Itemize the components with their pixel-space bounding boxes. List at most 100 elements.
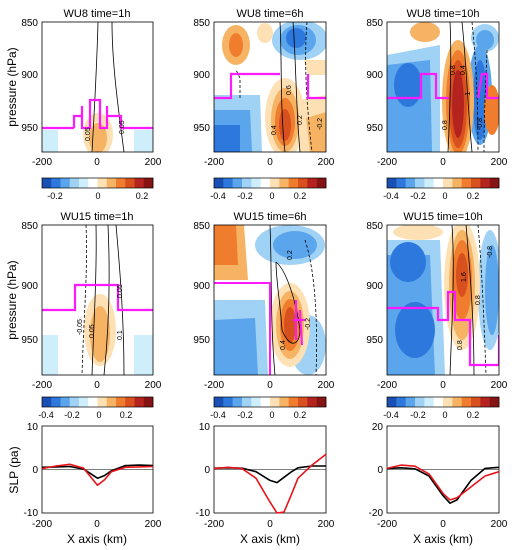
colorbar-swatch [489, 178, 500, 188]
colorbar [213, 396, 327, 408]
contour-label: 0.4 [280, 340, 287, 350]
colorbar [41, 177, 154, 189]
panel-title: WU15 time=10h [403, 211, 482, 223]
y-tick-label: 0 [377, 465, 383, 476]
colorbar-swatch [405, 397, 416, 407]
colorbar-tick: 0 [269, 410, 274, 420]
x-tick-label: -200 [32, 157, 52, 168]
colorbar-tick: 0 [96, 410, 101, 420]
colorbar-tick: -0.4 [383, 191, 399, 201]
colorbar-swatch [298, 178, 308, 188]
x-tick-label: -200 [32, 380, 52, 391]
colorbar-swatch [288, 397, 299, 407]
contour-label: -0.2 [317, 118, 324, 130]
x-tick-label: 0 [94, 157, 100, 168]
colorbar-swatch [134, 397, 145, 407]
colorbar-tick: 0.2 [467, 410, 480, 420]
colorbar-swatch [223, 397, 233, 407]
colorbar-swatch [88, 397, 98, 407]
axes-box [41, 224, 154, 376]
colorbar-swatch [242, 178, 252, 188]
x-tick-label: 0 [267, 157, 273, 168]
colorbar-swatch [443, 178, 453, 188]
x-tick-label: 200 [318, 380, 335, 391]
y-tick-label: 850 [193, 18, 210, 29]
contour-label: 0.6 [286, 85, 293, 95]
y-tick-label: -20 [369, 508, 384, 519]
y-tick-label: 850 [366, 221, 383, 232]
colorbar-swatch [298, 397, 308, 407]
colorbar-swatch [471, 178, 481, 188]
contour-label: 0.2 [297, 115, 304, 125]
panel-slp-1: 10 0 -10 -200 0 200 [24, 422, 162, 530]
colorbar [213, 177, 327, 189]
colorbar-swatch [415, 178, 425, 188]
filled-contours: 0.4 0.2 0.6 -0.2 [214, 22, 326, 152]
x-tick-label: 200 [491, 519, 508, 530]
axes-box [386, 21, 500, 153]
colorbar-swatch [260, 397, 271, 407]
slp-series-line [41, 464, 154, 480]
contour-label: -0.2 [305, 318, 312, 330]
colorbar-tick: 0.2 [294, 410, 307, 420]
contour-label: 1.6 [461, 272, 468, 282]
panel-title: WU8 time=1h [64, 8, 131, 20]
colorbar-tick: -0.2 [237, 191, 253, 201]
contour-label: -0.8 [487, 246, 494, 258]
panel-title: WU8 time=6h [237, 8, 304, 20]
contour-label: 0.2 [287, 250, 294, 260]
colorbar-tick: 0 [442, 410, 447, 420]
y-tick-label: 900 [366, 70, 383, 81]
y-tick-label: 950 [21, 123, 38, 134]
colorbar-frame [386, 177, 500, 189]
filled-contours: 1.6 0.8 -0.8 0.8 [387, 225, 499, 375]
colorbar-swatch [134, 178, 145, 188]
slp-lines [386, 464, 500, 505]
x-tick-label: -200 [204, 519, 224, 530]
colorbar-tick: -0.2 [47, 191, 63, 201]
x-tick-label: 0 [94, 380, 100, 391]
colorbar-swatch [452, 397, 462, 407]
y-tick-label: 10 [27, 422, 39, 433]
axes-box [386, 224, 500, 376]
x-tick-label: 0 [267, 380, 273, 391]
y-tick-label: 950 [366, 123, 383, 134]
colorbar-tick: -0.4 [383, 410, 399, 420]
colorbar-swatch [79, 178, 89, 188]
colorbar-swatch [242, 397, 252, 407]
contour-label: -1 [465, 92, 472, 98]
y-tick-label: 900 [366, 281, 383, 292]
colorbar-frame [41, 396, 154, 408]
x-tick-label: 200 [145, 157, 162, 168]
colorbar-swatch [316, 397, 327, 407]
contour-label: -0.05 [77, 319, 84, 335]
panel-title: WU15 time=6h [233, 211, 306, 223]
slp-series-line [213, 453, 327, 514]
slp-lines [213, 453, 327, 514]
colorbar-swatch [42, 178, 52, 188]
y-tick-label: 900 [21, 70, 38, 81]
contour-label: 0.4 [460, 65, 467, 75]
x-tick-label: -200 [377, 157, 397, 168]
x-axis-label: X axis (km) [67, 532, 127, 546]
colorbar-swatch [307, 178, 317, 188]
colorbar-swatch [415, 397, 425, 407]
slp-series-line [386, 466, 500, 505]
colorbar-swatch [424, 397, 434, 407]
colorbar-swatch [251, 178, 261, 188]
x-tick-label: 200 [145, 380, 162, 391]
colorbar-tick: -0.2 [410, 410, 426, 420]
colorbar-swatch [79, 397, 89, 407]
colorbar-tick: 0.2 [294, 191, 307, 201]
colorbar-swatch [288, 178, 299, 188]
y-tick-label: 900 [193, 70, 210, 81]
colorbar-swatch [125, 397, 135, 407]
filled-contours: 0.2 -0.2 0.4 [214, 225, 326, 375]
colorbar-tick: -0.2 [64, 410, 80, 420]
y-tick-label: 850 [193, 221, 210, 232]
filled-contours: 0.8 -1 0.4 0.8 -0.8 [387, 22, 499, 152]
filled-contours: 0.05 0.05 [42, 22, 153, 152]
y-tick-label: 900 [193, 281, 210, 292]
colorbar-swatch [69, 397, 80, 407]
colorbar-frame [386, 396, 500, 408]
